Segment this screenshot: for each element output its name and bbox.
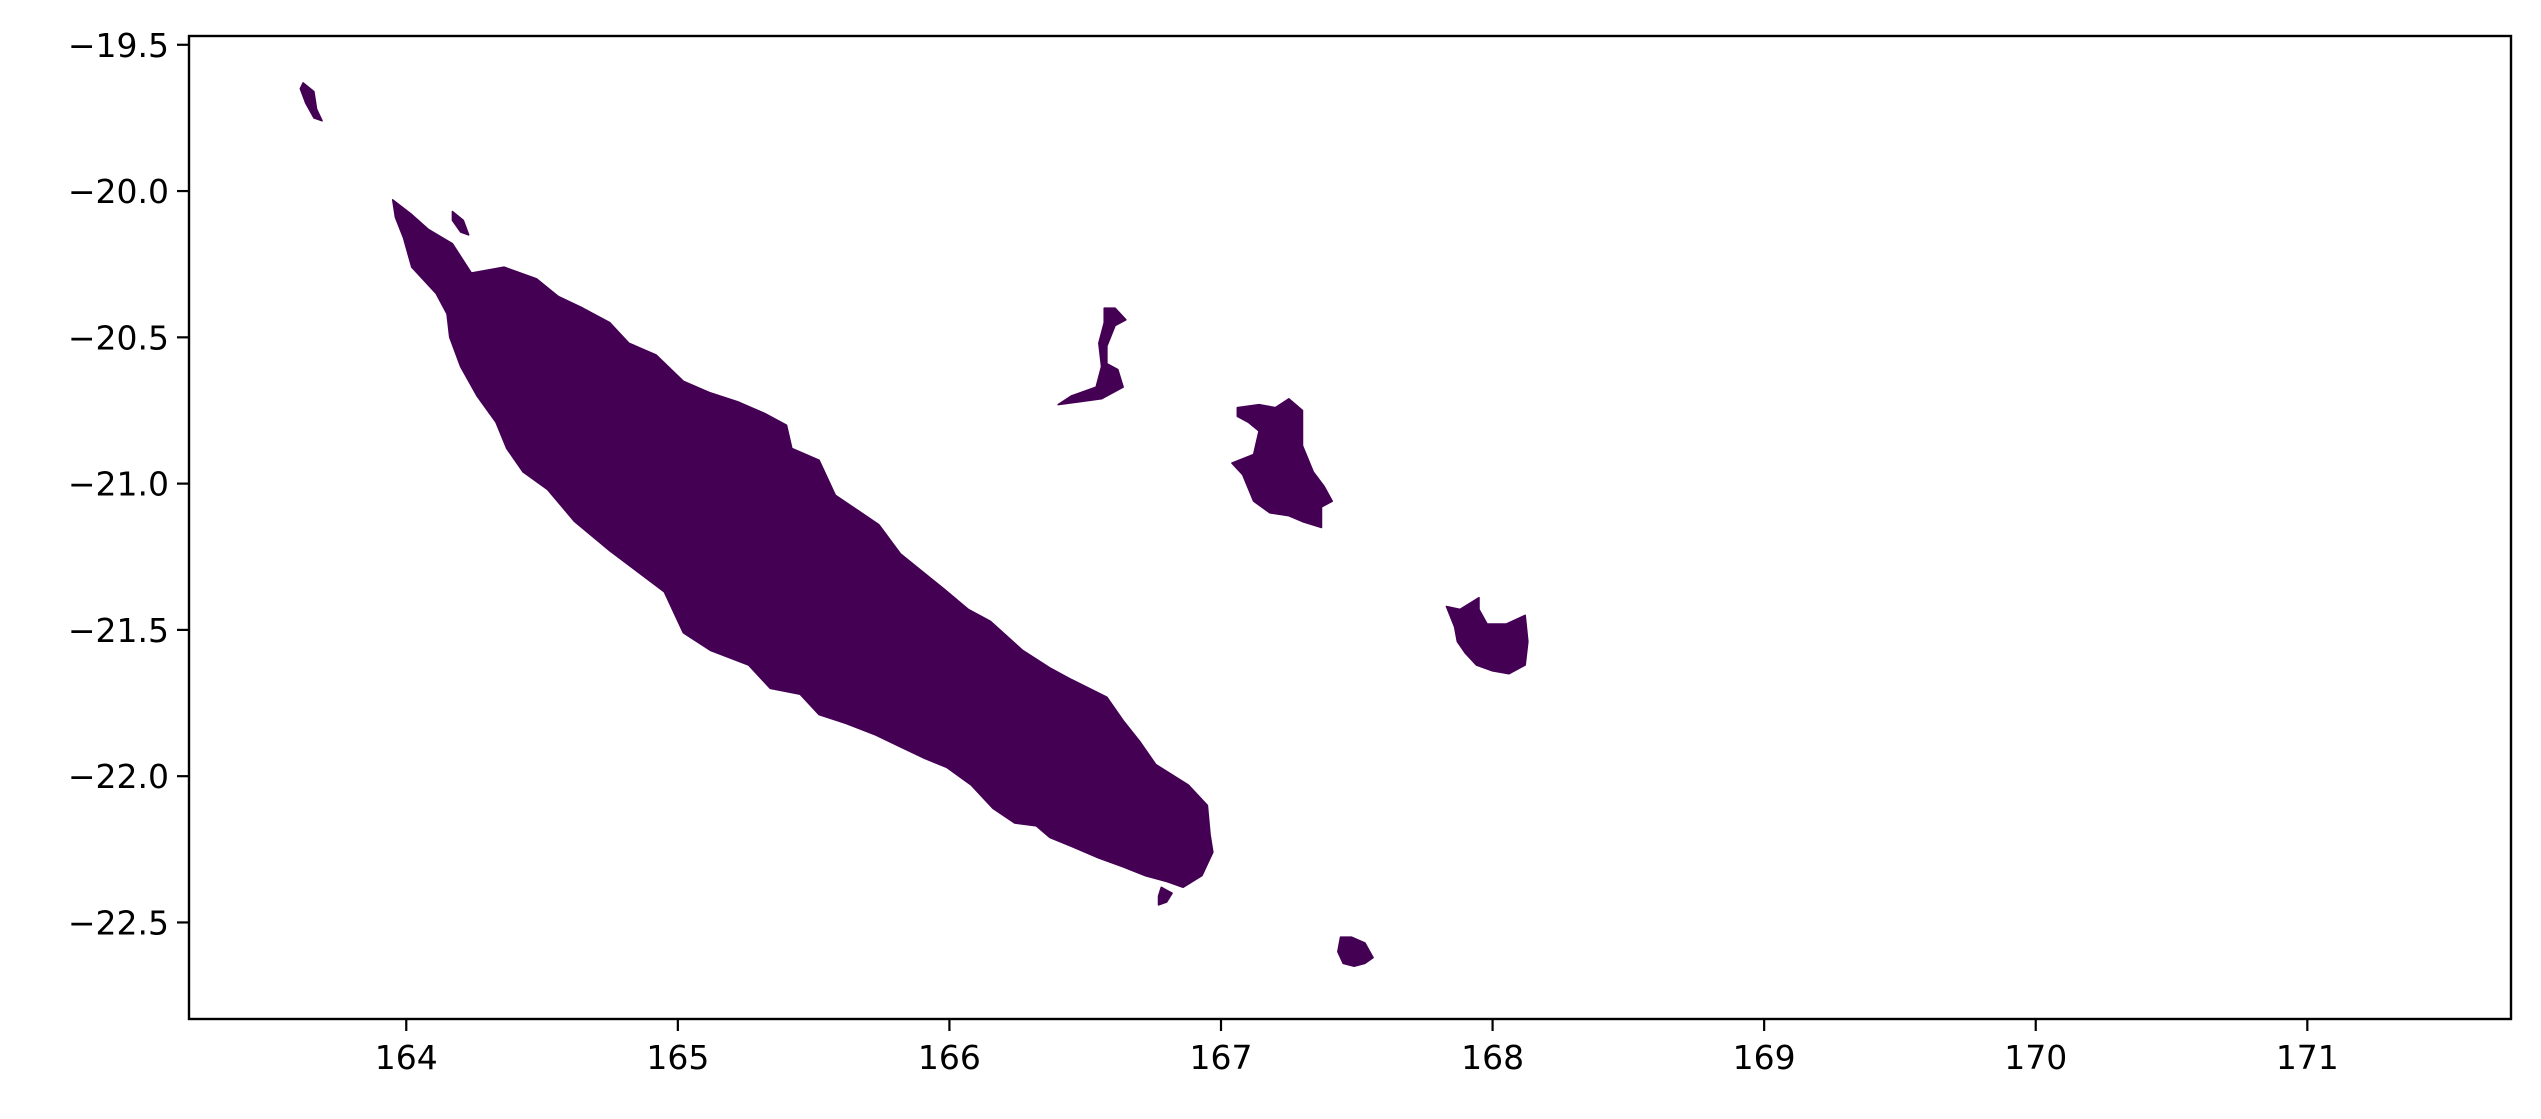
y-tick-label: −22.0: [68, 757, 169, 796]
land-polygon: [1157, 886, 1173, 906]
land-layer: [299, 82, 1529, 968]
x-tick-label: 166: [918, 1038, 981, 1077]
land-polygon: [1337, 936, 1374, 968]
land-polygon: [1231, 398, 1334, 529]
land-polygon: [1057, 307, 1127, 406]
y-tick-label: −22.5: [68, 903, 169, 942]
y-tick-label: −21.5: [68, 611, 169, 650]
y-axis: −19.5 −20.0 −20.5 −21.0 −21.5 −22.0 −22.5: [68, 26, 189, 942]
land-polygon: [391, 199, 1214, 889]
land-polygon: [299, 82, 323, 122]
land-polygon: [451, 210, 470, 236]
x-tick-label: 164: [375, 1038, 438, 1077]
land-polygon: [1445, 596, 1529, 675]
x-tick-label: 171: [2276, 1038, 2339, 1077]
y-tick-label: −20.5: [68, 318, 169, 357]
x-tick-label: 165: [646, 1038, 709, 1077]
y-tick-label: −21.0: [68, 465, 169, 504]
x-tick-label: 167: [1190, 1038, 1253, 1077]
y-tick-label: −19.5: [68, 26, 169, 65]
y-tick-label: −20.0: [68, 172, 169, 211]
x-tick-label: 168: [1461, 1038, 1524, 1077]
x-axis: 164 165 166 167 168 169 170 171: [375, 1019, 2339, 1077]
x-tick-label: 169: [1733, 1038, 1796, 1077]
axes-frame: [187, 34, 2513, 1021]
x-tick-label: 170: [2004, 1038, 2067, 1077]
